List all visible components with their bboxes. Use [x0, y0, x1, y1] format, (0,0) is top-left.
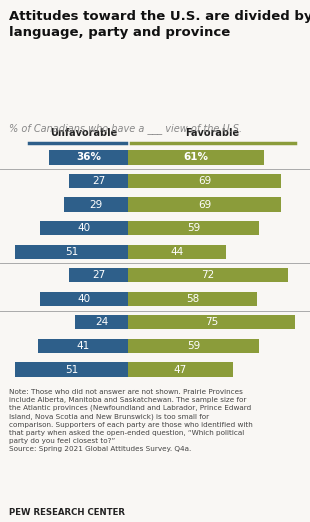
Bar — [128, 150, 264, 164]
Bar — [16, 245, 128, 259]
Text: Unfavorable: Unfavorable — [51, 128, 118, 138]
Text: % of Canadians who have a ___ view of the U.S.: % of Canadians who have a ___ view of th… — [9, 123, 242, 134]
Text: 27: 27 — [92, 270, 105, 280]
Bar — [128, 174, 281, 188]
Text: 59: 59 — [187, 223, 200, 233]
Text: 40: 40 — [78, 223, 91, 233]
Text: 61%: 61% — [184, 152, 208, 162]
Bar — [128, 339, 259, 353]
Bar — [69, 174, 128, 188]
Bar — [128, 221, 259, 235]
Text: 69: 69 — [198, 199, 211, 209]
Text: Favorable: Favorable — [185, 128, 240, 138]
Text: 75: 75 — [205, 317, 218, 327]
Bar — [49, 150, 128, 164]
Text: 72: 72 — [202, 270, 215, 280]
Bar — [128, 362, 232, 376]
Bar — [16, 362, 128, 376]
Text: 40: 40 — [78, 294, 91, 304]
Text: 41: 41 — [76, 341, 90, 351]
Bar — [64, 197, 128, 211]
Bar — [75, 315, 128, 329]
Text: 27: 27 — [92, 176, 105, 186]
Bar — [40, 221, 128, 235]
Text: 51: 51 — [65, 247, 79, 257]
Text: 59: 59 — [187, 341, 200, 351]
Bar — [40, 292, 128, 306]
Text: 69: 69 — [198, 176, 211, 186]
Bar — [128, 245, 226, 259]
Bar — [128, 292, 257, 306]
Bar — [38, 339, 128, 353]
Bar — [69, 268, 128, 282]
Text: Note: Those who did not answer are not shown. Prairie Provinces
include Alberta,: Note: Those who did not answer are not s… — [9, 389, 253, 452]
Text: 24: 24 — [95, 317, 108, 327]
Text: Attitudes toward the U.S. are divided by
language, party and province: Attitudes toward the U.S. are divided by… — [9, 10, 310, 40]
Text: PEW RESEARCH CENTER: PEW RESEARCH CENTER — [9, 508, 125, 517]
Text: 58: 58 — [186, 294, 199, 304]
Bar — [128, 197, 281, 211]
Text: 51: 51 — [65, 364, 79, 374]
Text: 36%: 36% — [76, 152, 101, 162]
Text: 29: 29 — [90, 199, 103, 209]
Bar — [128, 268, 288, 282]
Text: 47: 47 — [174, 364, 187, 374]
Text: 44: 44 — [170, 247, 184, 257]
Bar — [128, 315, 294, 329]
